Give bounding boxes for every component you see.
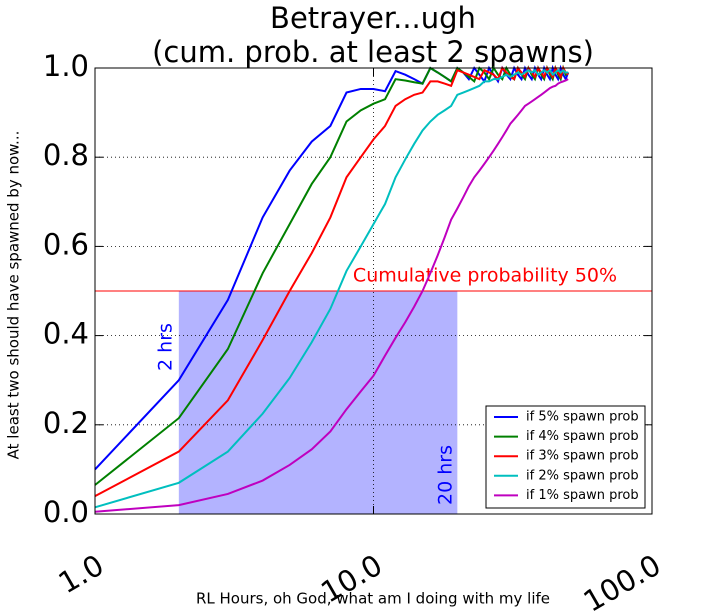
legend-label: if 4% spawn prob bbox=[526, 429, 639, 444]
x-axis-label: RL Hours, oh God, what am I doing with m… bbox=[196, 590, 550, 608]
y-tick-label: 0.6 bbox=[43, 227, 89, 261]
legend-label: if 3% spawn prob bbox=[526, 449, 639, 464]
annotation: Cumulative probability 50% bbox=[353, 265, 617, 287]
y-axis-label: At least two should have spawned by now.… bbox=[5, 131, 23, 460]
annotation: 2 hrs bbox=[155, 323, 177, 371]
annotation: 20 hrs bbox=[435, 445, 457, 505]
series-line bbox=[94, 68, 569, 509]
y-tick-label: 0.4 bbox=[43, 317, 89, 351]
y-tick-label: 0.0 bbox=[43, 495, 89, 529]
y-tick-label: 0.2 bbox=[43, 406, 89, 440]
series-line bbox=[94, 78, 569, 513]
chart-title: Betrayer...ugh bbox=[270, 1, 476, 35]
y-tick-label: 0.8 bbox=[43, 138, 89, 172]
series-line bbox=[94, 65, 569, 498]
y-tick-label: 1.0 bbox=[43, 49, 89, 83]
chart-subtitle: (cum. prob. at least 2 spawns) bbox=[152, 35, 594, 69]
plot-frame bbox=[94, 67, 653, 515]
legend-label: if 5% spawn prob bbox=[526, 410, 639, 425]
legend-label: if 1% spawn prob bbox=[526, 488, 639, 503]
legend-label: if 2% spawn prob bbox=[526, 468, 639, 483]
shaded-span bbox=[178, 291, 458, 514]
